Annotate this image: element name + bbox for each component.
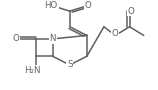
Text: O: O xyxy=(112,29,119,38)
Text: H₂N: H₂N xyxy=(24,66,41,75)
Text: O: O xyxy=(85,1,92,10)
Text: N: N xyxy=(49,34,56,43)
Text: O: O xyxy=(13,34,20,43)
Text: HO: HO xyxy=(45,1,58,10)
Text: O: O xyxy=(128,7,134,16)
Text: S: S xyxy=(67,60,73,69)
